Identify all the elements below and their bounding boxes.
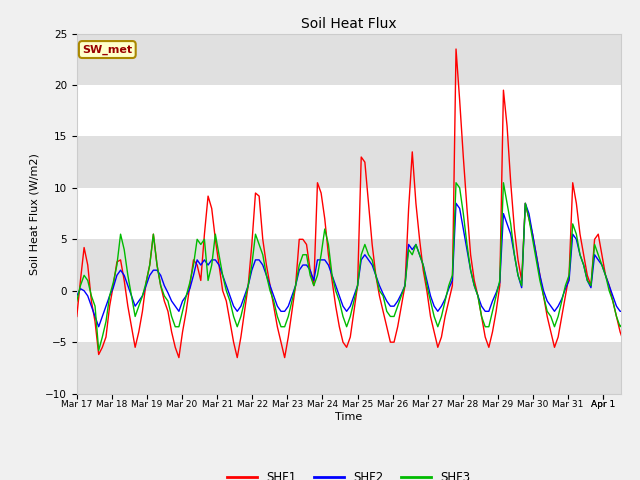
Bar	[77, 85, 621, 136]
Legend: SHF1, SHF2, SHF3: SHF1, SHF2, SHF3	[223, 466, 475, 480]
Text: SW_met: SW_met	[82, 44, 132, 55]
Bar	[77, 188, 621, 240]
Bar	[77, 291, 621, 342]
X-axis label: Time: Time	[335, 412, 362, 421]
Y-axis label: Soil Heat Flux (W/m2): Soil Heat Flux (W/m2)	[29, 153, 40, 275]
Title: Soil Heat Flux: Soil Heat Flux	[301, 17, 397, 31]
